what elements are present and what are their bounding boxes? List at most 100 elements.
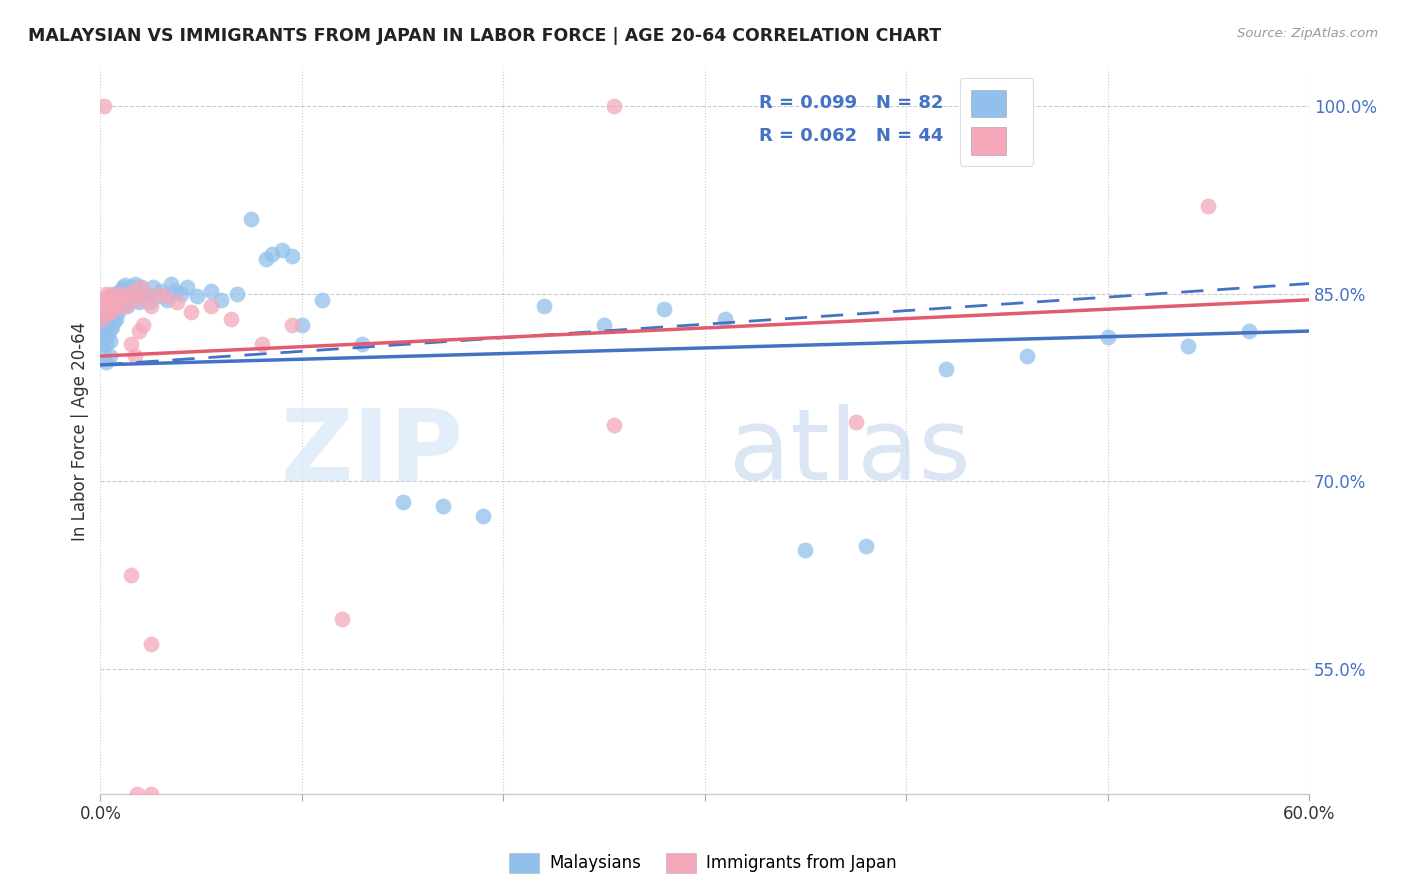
Point: [125, 286, 148, 301]
Point: [139, 637, 162, 651]
Point: [103, 289, 125, 303]
Point: [131, 318, 153, 332]
Point: [533, 299, 555, 313]
Point: [96, 286, 118, 301]
Point: [91, 324, 114, 338]
Point: [111, 293, 134, 307]
Point: [129, 280, 152, 294]
Point: [226, 286, 249, 301]
Text: atlas: atlas: [728, 404, 970, 501]
Point: [105, 311, 128, 326]
Point: [93, 99, 115, 113]
Point: [103, 314, 125, 328]
Point: [105, 286, 128, 301]
Point: [270, 243, 292, 257]
Point: [352, 336, 374, 351]
Point: [1015, 349, 1038, 363]
Point: [103, 301, 125, 316]
Point: [129, 280, 152, 294]
Point: [91, 336, 114, 351]
Point: [107, 305, 129, 319]
Point: [91, 311, 114, 326]
Point: [96, 299, 118, 313]
Point: [845, 415, 868, 429]
Point: [103, 301, 125, 316]
Point: [114, 293, 136, 307]
Point: [714, 311, 737, 326]
Point: [101, 305, 124, 319]
Point: [153, 289, 176, 303]
Point: [101, 299, 124, 313]
Point: [97, 289, 120, 303]
Point: [100, 349, 122, 363]
Point: [603, 417, 626, 432]
Point: [110, 286, 132, 301]
Point: [101, 286, 124, 301]
Point: [121, 284, 143, 298]
Point: [593, 318, 616, 332]
Point: [111, 280, 134, 294]
Point: [120, 280, 142, 294]
Point: [254, 252, 277, 266]
Text: R = 0.099   N = 82: R = 0.099 N = 82: [759, 94, 943, 112]
Point: [1237, 324, 1260, 338]
Point: [114, 277, 136, 292]
Point: [100, 293, 122, 307]
Text: R = 0.062   N = 44: R = 0.062 N = 44: [759, 127, 943, 145]
Point: [96, 336, 118, 351]
Point: [128, 324, 150, 338]
Point: [472, 509, 495, 524]
Point: [139, 299, 162, 313]
Point: [105, 299, 128, 313]
Text: Source: ZipAtlas.com: Source: ZipAtlas.com: [1237, 27, 1378, 40]
Point: [1097, 330, 1119, 344]
Point: [100, 334, 122, 348]
Point: [280, 249, 302, 263]
Text: ZIP: ZIP: [280, 404, 463, 501]
Point: [391, 495, 413, 509]
Point: [93, 330, 115, 344]
Point: [105, 293, 128, 307]
Point: [134, 289, 156, 303]
Point: [115, 284, 138, 298]
Point: [93, 318, 115, 332]
Point: [125, 293, 148, 307]
Point: [120, 336, 142, 351]
Point: [200, 299, 222, 313]
Point: [97, 301, 120, 316]
Point: [170, 286, 193, 301]
Point: [311, 293, 333, 307]
Point: [291, 318, 314, 332]
Point: [145, 286, 167, 301]
Point: [142, 280, 165, 294]
Point: [93, 305, 115, 319]
Point: [124, 277, 146, 291]
Text: MALAYSIAN VS IMMIGRANTS FROM JAPAN IN LABOR FORCE | AGE 20-64 CORRELATION CHART: MALAYSIAN VS IMMIGRANTS FROM JAPAN IN LA…: [28, 27, 941, 45]
Point: [117, 289, 139, 303]
Legend: Malaysians, Immigrants from Japan: Malaysians, Immigrants from Japan: [502, 847, 904, 880]
Point: [330, 612, 353, 626]
Point: [260, 246, 283, 260]
Point: [149, 284, 172, 298]
Point: [124, 349, 146, 363]
Point: [138, 295, 160, 310]
Point: [163, 284, 186, 298]
Point: [855, 539, 877, 553]
Point: [107, 293, 129, 307]
Point: [93, 305, 115, 319]
Point: [97, 327, 120, 342]
Point: [166, 295, 188, 310]
Point: [221, 311, 243, 326]
Point: [240, 211, 263, 226]
Point: [794, 542, 817, 557]
Point: [96, 324, 118, 338]
Point: [280, 318, 302, 332]
Point: [180, 305, 202, 319]
Point: [145, 289, 167, 303]
Point: [110, 284, 132, 298]
Point: [176, 280, 198, 294]
Point: [121, 289, 143, 303]
Point: [97, 305, 120, 319]
Point: [114, 299, 136, 313]
Point: [603, 99, 626, 113]
